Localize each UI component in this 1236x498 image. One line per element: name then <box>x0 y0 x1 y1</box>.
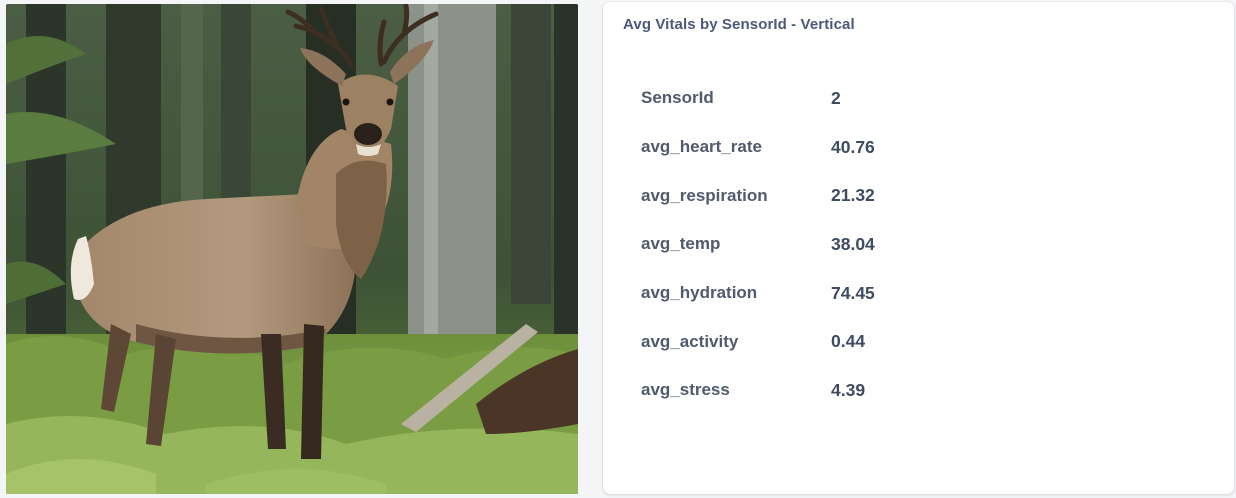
row-value: 40.76 <box>831 136 875 157</box>
deer-photo <box>6 4 578 494</box>
row-label: avg_activity <box>641 331 739 351</box>
table-row: avg_stress 4.39 <box>641 366 875 415</box>
row-label: SensorId <box>641 88 714 108</box>
table-row: avg_temp 38.04 <box>641 220 875 269</box>
table-row: avg_heart_rate 40.76 <box>641 123 875 172</box>
row-label: avg_respiration <box>641 185 768 205</box>
row-value: 0.44 <box>831 331 866 352</box>
table-row: SensorId 2 <box>641 74 875 123</box>
vitals-table: SensorId 2 avg_heart_rate 40.76 avg_resp… <box>641 74 875 415</box>
row-label: avg_stress <box>641 380 730 400</box>
row-value: 74.45 <box>831 282 875 303</box>
row-value: 38.04 <box>831 233 875 254</box>
row-value: 21.32 <box>831 185 875 206</box>
table-row: avg_activity 0.44 <box>641 317 875 366</box>
deer-photo-illustration <box>6 4 578 494</box>
table-row: avg_respiration 21.32 <box>641 171 875 220</box>
table-row: avg_hydration 74.45 <box>641 269 875 318</box>
row-label: avg_temp <box>641 234 721 254</box>
row-value: 2 <box>831 87 841 108</box>
row-label: avg_hydration <box>641 283 758 303</box>
avg-vitals-card: Avg Vitals by SensorId - Vertical Sensor… <box>603 2 1234 494</box>
card-title: Avg Vitals by SensorId - Vertical <box>623 16 855 33</box>
row-value: 4.39 <box>831 379 866 400</box>
row-label: avg_heart_rate <box>641 137 762 157</box>
